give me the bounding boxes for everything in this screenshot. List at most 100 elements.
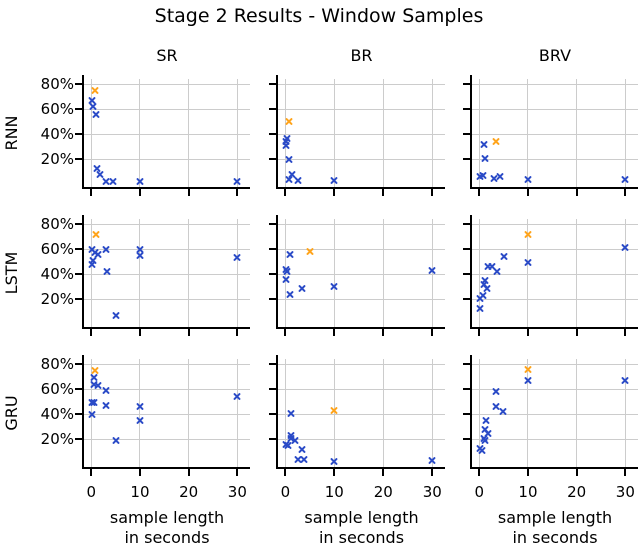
subplot-gru-sr bbox=[75, 355, 250, 476]
data-point-blue-x-marker bbox=[523, 376, 532, 385]
data-point-blue-x-marker bbox=[283, 441, 292, 450]
y-axis-spine bbox=[470, 355, 472, 469]
vertical-gridline bbox=[90, 79, 92, 187]
data-point-orange-x-marker bbox=[91, 366, 100, 375]
x-tick-mark bbox=[526, 189, 529, 196]
vertical-gridline bbox=[382, 359, 384, 467]
x-tick-label: 20 bbox=[373, 483, 393, 501]
horizontal-gridline bbox=[278, 223, 445, 225]
data-point-blue-x-marker bbox=[285, 250, 294, 259]
horizontal-gridline bbox=[472, 248, 638, 250]
y-tick-label: 20% bbox=[40, 150, 74, 169]
y-tick-mark bbox=[75, 388, 82, 391]
y-tick-mark bbox=[463, 273, 470, 276]
data-point-blue-x-marker bbox=[621, 376, 630, 385]
data-point-blue-x-marker bbox=[330, 176, 339, 185]
horizontal-gridline bbox=[472, 273, 638, 275]
data-point-blue-x-marker bbox=[101, 245, 110, 254]
x-tick-mark bbox=[187, 189, 190, 196]
data-point-blue-x-marker bbox=[87, 410, 96, 419]
x-tick-mark bbox=[333, 189, 336, 196]
vertical-gridline bbox=[139, 359, 141, 467]
vertical-gridline bbox=[382, 219, 384, 327]
subplot-rnn-sr bbox=[75, 75, 250, 196]
y-tick-mark bbox=[269, 413, 276, 416]
vertical-gridline bbox=[576, 219, 578, 327]
x-tick-label: 0 bbox=[86, 483, 97, 501]
data-point-blue-x-marker bbox=[135, 402, 144, 411]
y-axis-spine bbox=[276, 215, 278, 329]
x-tick-mark bbox=[431, 329, 434, 336]
x-tick-mark bbox=[236, 329, 239, 336]
x-tick-label: 0 bbox=[280, 483, 291, 501]
data-point-blue-x-marker bbox=[499, 407, 508, 416]
y-tick-label: 80% bbox=[40, 355, 74, 374]
data-point-blue-x-marker bbox=[111, 311, 120, 320]
vertical-gridline bbox=[188, 219, 190, 327]
subplot-lstm-sr bbox=[75, 215, 250, 336]
y-tick-mark bbox=[75, 223, 82, 226]
x-axis-spine bbox=[470, 327, 638, 329]
x-tick-mark bbox=[624, 329, 627, 336]
y-tick-mark bbox=[75, 158, 82, 161]
y-tick-label: 60% bbox=[40, 100, 74, 119]
x-tick-mark bbox=[478, 469, 481, 476]
x-tick-mark bbox=[138, 469, 141, 476]
horizontal-gridline bbox=[278, 413, 445, 415]
x-tick-mark bbox=[187, 469, 190, 476]
data-point-blue-x-marker bbox=[87, 260, 96, 269]
y-tick-mark bbox=[269, 388, 276, 391]
y-axis-spine bbox=[276, 355, 278, 469]
data-point-blue-x-marker bbox=[479, 171, 488, 180]
data-point-orange-x-marker bbox=[284, 117, 293, 126]
data-point-orange-x-marker bbox=[91, 86, 100, 95]
vertical-gridline bbox=[431, 359, 433, 467]
data-point-blue-x-marker bbox=[297, 445, 306, 454]
horizontal-gridline bbox=[278, 273, 445, 275]
horizontal-gridline bbox=[84, 108, 250, 110]
data-point-blue-x-marker bbox=[330, 457, 339, 466]
horizontal-gridline bbox=[278, 83, 445, 85]
data-point-blue-x-marker bbox=[480, 154, 489, 163]
x-tick-label: 30 bbox=[422, 483, 442, 501]
y-tick-label: 20% bbox=[40, 430, 74, 449]
vertical-gridline bbox=[527, 219, 529, 327]
horizontal-gridline bbox=[278, 248, 445, 250]
data-point-blue-x-marker bbox=[233, 177, 242, 186]
row-label-gru: GRU bbox=[2, 395, 21, 431]
data-point-blue-x-marker bbox=[476, 304, 485, 313]
y-tick-label: 40% bbox=[40, 265, 74, 284]
y-tick-mark bbox=[75, 248, 82, 251]
vertical-gridline bbox=[527, 359, 529, 467]
y-tick-mark bbox=[269, 83, 276, 86]
data-point-blue-x-marker bbox=[621, 175, 630, 184]
y-tick-mark bbox=[269, 133, 276, 136]
data-point-blue-x-marker bbox=[492, 267, 501, 276]
vertical-gridline bbox=[333, 79, 335, 187]
data-point-blue-x-marker bbox=[282, 141, 291, 150]
x-axis-label-line2: in seconds bbox=[512, 528, 598, 547]
x-tick-mark bbox=[575, 329, 578, 336]
x-axis-label-line2: in seconds bbox=[318, 528, 405, 547]
data-point-blue-x-marker bbox=[233, 253, 242, 262]
horizontal-gridline bbox=[84, 413, 250, 415]
x-tick-mark bbox=[526, 329, 529, 336]
column-header-br: BR bbox=[350, 46, 373, 65]
vertical-gridline bbox=[478, 359, 480, 467]
x-tick-mark bbox=[90, 469, 93, 476]
x-tick-mark bbox=[187, 329, 190, 336]
horizontal-gridline bbox=[278, 108, 445, 110]
x-tick-mark bbox=[333, 469, 336, 476]
data-point-blue-x-marker bbox=[293, 176, 302, 185]
horizontal-gridline bbox=[84, 133, 250, 135]
horizontal-gridline bbox=[472, 298, 638, 300]
subplot-lstm-br bbox=[269, 215, 445, 336]
horizontal-gridline bbox=[84, 438, 250, 440]
horizontal-gridline bbox=[278, 158, 445, 160]
vertical-gridline bbox=[236, 79, 238, 187]
horizontal-gridline bbox=[472, 223, 638, 225]
x-tick-mark bbox=[284, 469, 287, 476]
x-axis-label-line1: sample length bbox=[304, 508, 419, 527]
vertical-gridline bbox=[236, 359, 238, 467]
